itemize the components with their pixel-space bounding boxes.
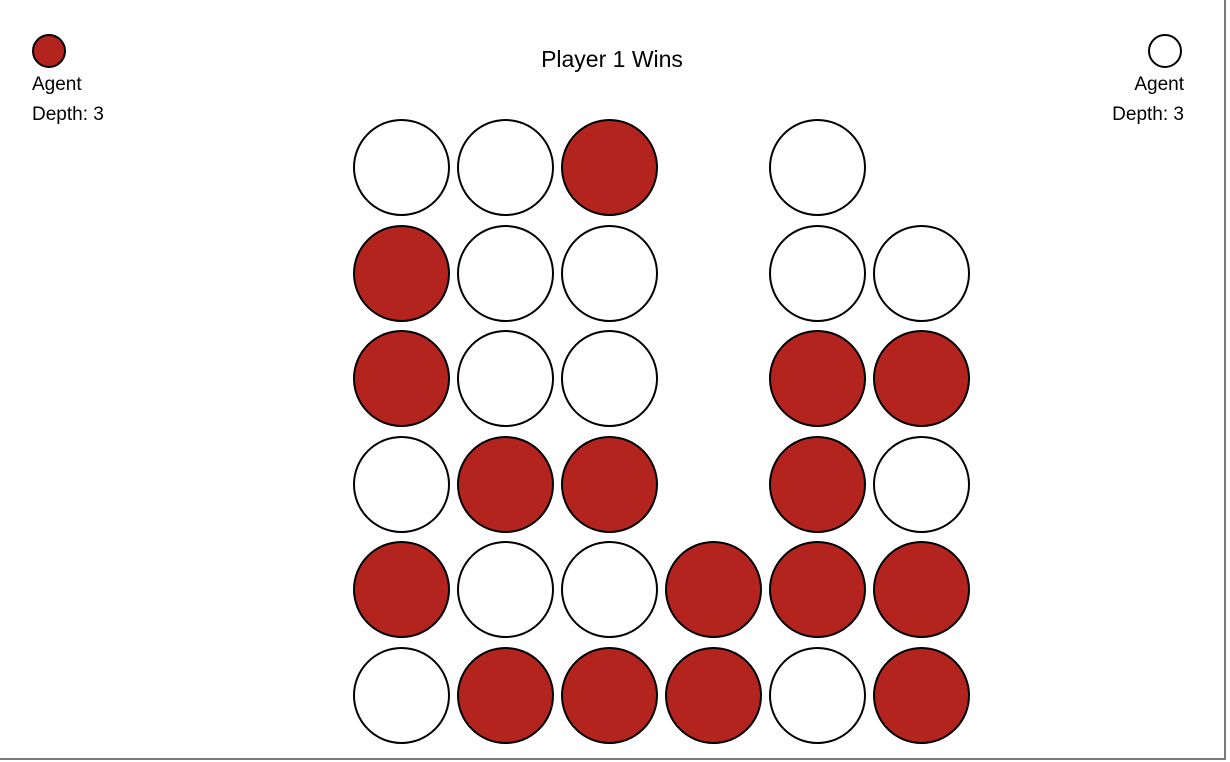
board-disc-red[interactable] (353, 541, 450, 638)
player2-depth: Depth: 3 (1112, 104, 1184, 125)
player2-token-icon (1148, 34, 1182, 68)
board-disc-white[interactable] (561, 541, 658, 638)
board-disc-white[interactable] (561, 224, 658, 322)
board-disc-red[interactable] (561, 119, 658, 216)
board-disc-white[interactable] (457, 119, 554, 216)
board-disc-red[interactable] (665, 646, 762, 744)
board-disc-red[interactable] (457, 646, 554, 744)
board-disc-red[interactable] (353, 330, 450, 427)
board-empty-slot[interactable] (665, 436, 762, 533)
board-disc-white[interactable] (873, 224, 970, 322)
board-disc-white[interactable] (769, 224, 866, 322)
board-disc-red[interactable] (769, 330, 866, 427)
board-disc-red[interactable] (873, 541, 970, 638)
board-disc-red[interactable] (873, 646, 970, 744)
board-disc-red[interactable] (665, 541, 762, 638)
board-disc-white[interactable] (353, 646, 450, 744)
game-status: Player 1 Wins (541, 46, 683, 72)
player1-panel: Agent Depth: 3 (32, 34, 104, 130)
board-disc-white[interactable] (769, 646, 866, 744)
board-disc-white[interactable] (457, 224, 554, 322)
board-disc-red[interactable] (457, 435, 554, 533)
board-empty-slot[interactable] (665, 119, 762, 216)
board-disc-white[interactable] (873, 435, 970, 533)
board-disc-white[interactable] (561, 330, 658, 427)
board-disc-red[interactable] (769, 435, 866, 533)
board-disc-red[interactable] (561, 646, 658, 744)
board-disc-white[interactable] (457, 541, 554, 638)
player2-panel: Agent Depth: 3 (1112, 34, 1184, 130)
board-empty-slot[interactable] (665, 330, 762, 427)
player2-name: Agent (1134, 74, 1184, 95)
board-disc-white[interactable] (457, 330, 554, 427)
board-disc-red[interactable] (561, 435, 658, 533)
board-disc-white[interactable] (353, 119, 450, 216)
board-disc-red[interactable] (873, 330, 970, 427)
game-board[interactable] (353, 119, 983, 759)
board-disc-white[interactable] (353, 435, 450, 533)
board-disc-red[interactable] (353, 224, 450, 322)
player1-token-icon (32, 34, 66, 68)
board-empty-slot[interactable] (665, 225, 762, 322)
board-empty-slot[interactable] (873, 119, 970, 216)
board-disc-red[interactable] (769, 541, 866, 638)
player1-name: Agent (32, 74, 82, 95)
board-disc-white[interactable] (769, 119, 866, 216)
player1-depth: Depth: 3 (32, 104, 104, 125)
